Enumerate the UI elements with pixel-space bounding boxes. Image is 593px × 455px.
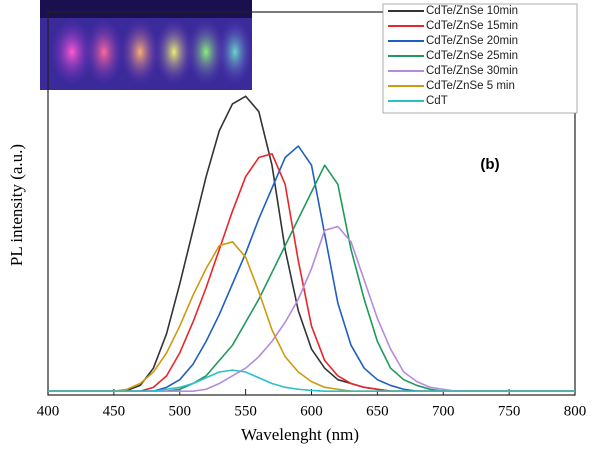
- line-series: [48, 369, 575, 392]
- legend-label: CdTe/ZnSe 10min: [426, 5, 518, 17]
- x-tick-label: 500: [169, 403, 192, 419]
- line-series: [48, 152, 575, 392]
- x-tick-label: 450: [103, 403, 126, 419]
- legend-box: [382, 3, 578, 114]
- x-tick-label: 550: [234, 403, 257, 419]
- legend-label: CdTe/ZnSe 20min: [426, 35, 518, 47]
- line-series: [48, 95, 575, 392]
- x-tick-label: 650: [366, 403, 389, 419]
- line-series: [48, 241, 575, 392]
- x-tick-label: 750: [498, 403, 521, 419]
- x-tick-label: 800: [564, 403, 587, 419]
- inset-photo: [40, 0, 253, 90]
- x-tick-label: 400: [37, 403, 60, 419]
- x-tick-label: 700: [432, 403, 455, 419]
- legend-label: CdTe/ZnSe 15min: [426, 20, 518, 32]
- line-series: [48, 225, 575, 392]
- line-series: [48, 164, 575, 392]
- legend-label: CdTe/ZnSe 25min: [426, 50, 518, 62]
- x-axis-title: Wavelenght (nm): [241, 425, 359, 444]
- legend-label: CdT: [426, 95, 448, 107]
- annotation: (b): [480, 156, 499, 173]
- legend-label: CdTe/ZnSe 30min: [426, 65, 518, 77]
- y-axis-title: PL intensity (a.u.): [7, 144, 26, 266]
- x-tick-label: 600: [300, 403, 323, 419]
- legend-label: CdTe/ZnSe 5 min: [426, 80, 515, 92]
